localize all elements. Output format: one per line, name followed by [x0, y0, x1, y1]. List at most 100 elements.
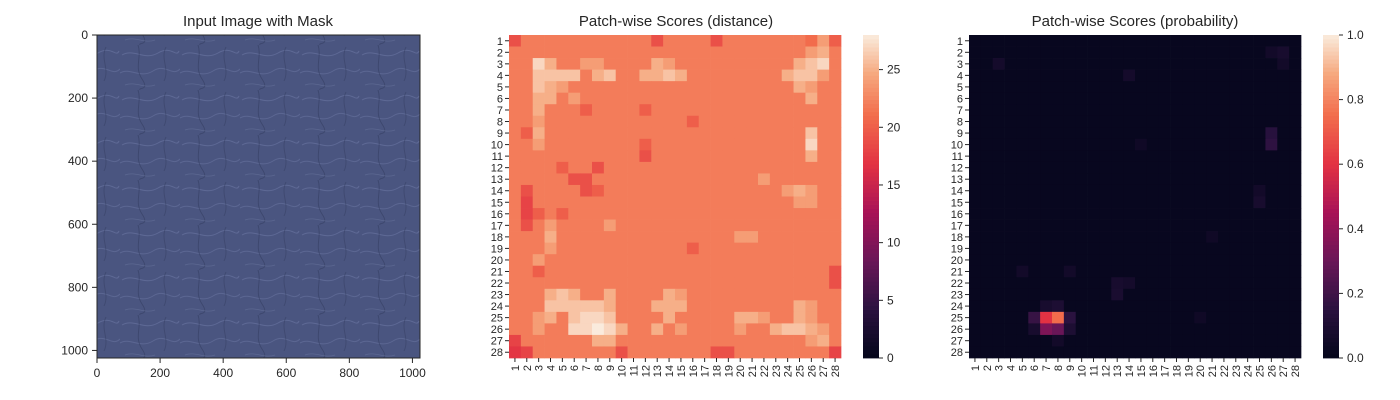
- heatmap-cell: [568, 265, 581, 278]
- heatmap-cell: [1063, 196, 1077, 209]
- colorbar-tick-label: 0.0: [1347, 351, 1364, 365]
- heatmap-cell: [1135, 265, 1148, 278]
- heatmap-cell: [532, 219, 545, 232]
- heatmap-cell: [980, 277, 994, 290]
- heatmap-cell: [1052, 104, 1065, 117]
- heatmap-cell: [532, 81, 545, 94]
- colorbar-gradient-segment: [1323, 131, 1339, 137]
- heatmap-cell: [793, 323, 806, 336]
- heatmap-cell: [758, 184, 771, 197]
- heatmap-cell: [532, 346, 545, 359]
- heatmap-cell: [1123, 208, 1136, 220]
- heatmap-cell: [532, 277, 545, 290]
- heatmap-cell: [520, 323, 534, 336]
- heatmap-cell: [603, 150, 617, 163]
- heatmap-cell: [615, 58, 628, 70]
- heatmap-cell: [1229, 300, 1243, 313]
- col-label: 26: [806, 365, 818, 377]
- heatmap-cell: [651, 334, 664, 347]
- heatmap-cell: [1170, 254, 1183, 267]
- heatmap-cell: [710, 150, 723, 163]
- heatmap-cell: [758, 35, 771, 47]
- heatmap-cell: [1277, 311, 1290, 324]
- heatmap-cell: [1087, 81, 1100, 94]
- heatmap-cell: [520, 127, 534, 140]
- heatmap-cell: [639, 219, 652, 232]
- heatmap-cell: [1123, 173, 1136, 186]
- heatmap-cell: [793, 265, 806, 278]
- heatmap-cell: [1063, 69, 1077, 82]
- heatmap-cell: [1277, 173, 1290, 186]
- heatmap-cell: [1123, 58, 1136, 70]
- heatmap-cell: [509, 254, 522, 267]
- colorbar-gradient-segment: [863, 265, 879, 270]
- heatmap-cell: [734, 277, 747, 290]
- heatmap-cell: [969, 81, 982, 94]
- colorbar-gradient-segment: [863, 91, 879, 96]
- heatmap-cell: [675, 104, 688, 117]
- heatmap-cell: [686, 346, 700, 359]
- heatmap-cell: [509, 161, 522, 174]
- heatmap-cell: [509, 58, 522, 70]
- row-label: 11: [952, 151, 963, 163]
- row-label: 6: [497, 93, 503, 105]
- heatmap-cell: [675, 323, 688, 336]
- heatmap-cell: [817, 265, 830, 278]
- heatmap-cell: [1052, 219, 1065, 232]
- colorbar-gradient-segment: [1323, 253, 1339, 258]
- panel1-title: Input Image with Mask: [183, 13, 334, 30]
- colorbar-gradient-segment: [1323, 119, 1339, 125]
- heatmap-cell: [1040, 69, 1053, 82]
- heatmap-cell: [663, 231, 676, 243]
- heatmap-cell: [1182, 92, 1195, 105]
- heatmap-cell: [1146, 150, 1160, 163]
- heatmap-cell: [1170, 323, 1183, 336]
- heatmap-cell: [722, 334, 735, 347]
- heatmap-cell: [1123, 277, 1136, 290]
- heatmap-cell: [746, 300, 759, 313]
- heatmap-cell: [1052, 138, 1065, 151]
- heatmap-cell: [734, 219, 747, 232]
- heatmap-cell: [769, 219, 783, 232]
- col-label: 9: [1065, 365, 1077, 371]
- heatmap-cell: [722, 92, 735, 105]
- heatmap-cell: [603, 231, 617, 243]
- heatmap-cell: [686, 323, 700, 336]
- heatmap-cell: [509, 35, 522, 47]
- heatmap-cell: [1075, 161, 1088, 174]
- heatmap-cell: [627, 115, 640, 128]
- heatmap-cell: [1194, 311, 1207, 324]
- heatmap-cell: [509, 208, 522, 220]
- heatmap-cell: [1016, 300, 1029, 313]
- heatmap-cell: [592, 300, 605, 313]
- heatmap-cell: [1182, 69, 1195, 82]
- heatmap-cell: [675, 58, 688, 70]
- heatmap-cell: [829, 219, 842, 232]
- heatmap-cell: [734, 127, 747, 140]
- heatmap-cell: [615, 231, 628, 243]
- heatmap-cell: [675, 277, 688, 290]
- heatmap-cell: [639, 346, 652, 359]
- heatmap-cell: [1253, 323, 1266, 336]
- heatmap-cell: [1004, 58, 1017, 70]
- heatmap-cell: [1111, 242, 1124, 255]
- heatmap-cell: [509, 81, 522, 94]
- heatmap-cell: [1040, 265, 1053, 278]
- heatmap-cell: [1087, 138, 1100, 151]
- heatmap-cell: [1028, 150, 1041, 163]
- heatmap-cell: [746, 46, 759, 59]
- heatmap-cell: [1194, 231, 1207, 243]
- heatmap-cell: [532, 115, 545, 128]
- heatmap-cell: [663, 288, 676, 301]
- heatmap-cell: [969, 161, 982, 174]
- colorbar-gradient-segment: [863, 192, 879, 197]
- heatmap-cell: [1194, 242, 1207, 255]
- col-label: 2: [522, 365, 534, 371]
- heatmap-cell: [781, 150, 794, 163]
- heatmap-cell: [544, 69, 557, 82]
- heatmap-cell: [1265, 311, 1278, 324]
- heatmap-cell: [663, 184, 676, 197]
- heatmap-cell: [686, 334, 700, 347]
- heatmap-cell: [805, 92, 818, 105]
